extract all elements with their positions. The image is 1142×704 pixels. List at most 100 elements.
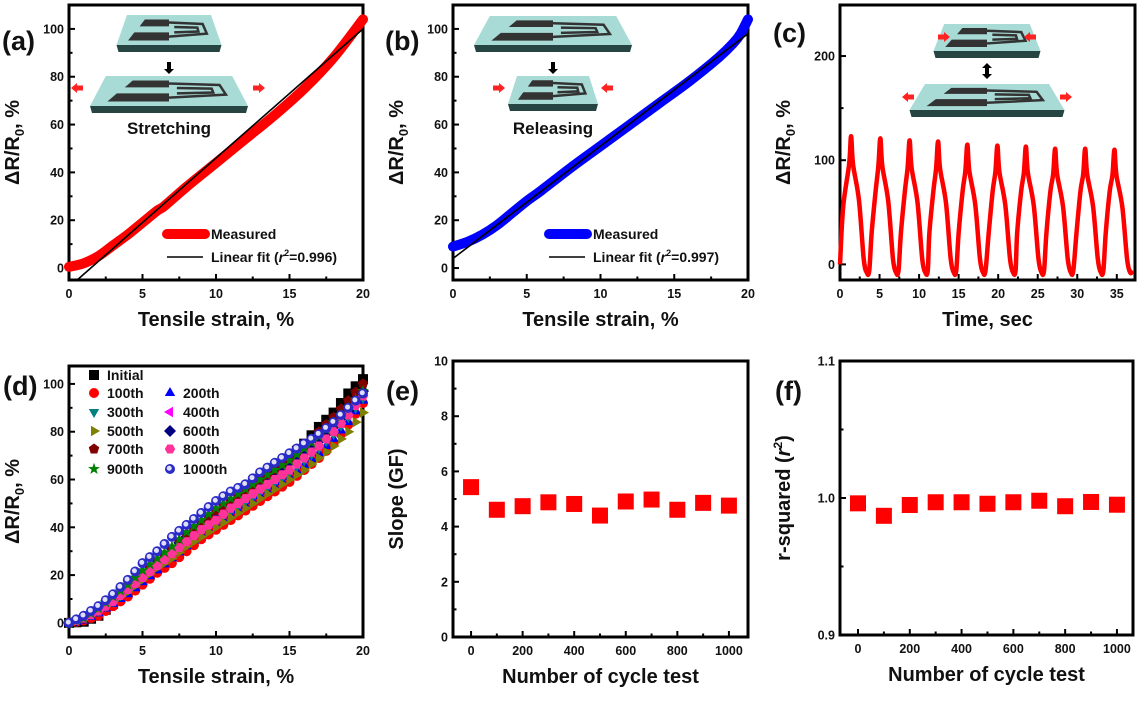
data-point [299, 438, 310, 449]
data-point [100, 595, 111, 606]
x-tick-label: 5 [523, 287, 530, 301]
y-tick-label: 8 [441, 410, 448, 424]
legend-item-700th: 700th [88, 441, 144, 457]
data-point [286, 474, 296, 485]
x-tick-label: 0 [66, 287, 73, 301]
y-tick-label: 0 [57, 616, 64, 630]
y-axis-label: ΔR/R0, % [2, 100, 27, 185]
ticks [453, 360, 730, 638]
x-tick-label: 20 [356, 287, 370, 301]
x-axis-label: Tensile strain, % [138, 666, 295, 688]
data-point [1031, 492, 1048, 509]
data-point [269, 474, 281, 485]
y-axis-label: r-squared (r2) [771, 435, 795, 561]
x-axis-label: Number of cycle test [888, 664, 1085, 686]
data-point [224, 492, 237, 504]
x-tick-label: 600 [615, 644, 636, 658]
y-label-text: r-squared ( [773, 456, 795, 561]
data-point [71, 614, 82, 625]
data-point [279, 479, 289, 490]
x-tick-label: 25 [1031, 287, 1045, 301]
sphere-highlight [271, 459, 277, 465]
sphere-highlight [168, 533, 174, 539]
panel-label: (c) [773, 18, 806, 48]
x-tick-label: 10 [209, 644, 223, 658]
data-point [350, 395, 361, 406]
x-tick-label: 400 [951, 642, 972, 656]
x-tick-label: 10 [594, 287, 608, 301]
x-tick-label: 5 [139, 287, 146, 301]
y-tick-label: 20 [50, 569, 64, 583]
y-tick-label: 0.9 [818, 629, 835, 643]
legend-item-100th: 100th [89, 385, 144, 401]
y-label-text: Slope (GF) [386, 448, 408, 549]
y-tick-label: 40 [434, 166, 448, 180]
sphere-highlight [80, 612, 86, 618]
legend: Initial 100th 200th 300th 400th 500th 600th 700… [88, 367, 227, 477]
panel-label: (e) [386, 376, 419, 406]
sphere-highlight [220, 492, 226, 498]
x-axis-label: Tensile strain, % [138, 309, 295, 331]
x-tick-label: 15 [283, 644, 297, 658]
data-point [174, 525, 185, 536]
data-point [284, 465, 295, 475]
serpentine-trace [986, 29, 1028, 45]
data-point [240, 494, 251, 504]
data-point [291, 459, 303, 469]
legend-marker [164, 425, 176, 437]
x-tick-label: 0 [855, 642, 862, 656]
data-point [247, 489, 258, 499]
sphere-highlight [161, 540, 167, 546]
x-tick-label: 35 [1110, 287, 1124, 301]
data-point [202, 507, 215, 520]
y-tick-label: 0 [441, 631, 448, 645]
data-point [269, 457, 280, 468]
y-tick-label: 80 [50, 425, 64, 439]
data-point [181, 537, 192, 547]
legend-marker [164, 444, 176, 454]
panel-label: (a) [2, 26, 35, 56]
data-point [343, 410, 354, 420]
x-axis-label: Time, sec [942, 309, 1033, 331]
fit-superscript: 2 [666, 248, 671, 258]
data-point [180, 525, 193, 538]
data-point [196, 525, 207, 535]
fit-superscript: 2 [284, 248, 289, 258]
data-point [358, 388, 368, 399]
x-tick-label: 200 [899, 642, 920, 656]
legend-fit-label: Linear fit (r2=0.997) [593, 248, 719, 265]
data-point [463, 479, 480, 496]
sphere-highlight [87, 607, 93, 613]
data-point [232, 487, 244, 499]
x-tick-label: 15 [283, 287, 297, 301]
x-tick-label: 400 [564, 644, 585, 658]
y-tick-label: 60 [50, 118, 64, 132]
data-point [284, 448, 295, 459]
data-point [360, 407, 369, 418]
y-tick-label: 20 [50, 214, 64, 228]
data-point [261, 468, 274, 480]
data-point [298, 453, 310, 463]
legend-label: 100th [107, 385, 144, 401]
electrode-bottom [926, 99, 987, 107]
data-point [262, 479, 273, 489]
data-point [488, 501, 505, 518]
y-tick-label: 40 [50, 521, 64, 535]
y-tick-label: 2 [441, 575, 448, 589]
data-point [514, 498, 531, 515]
legend: Measured Linear fit (r2=0.996) [162, 226, 337, 265]
y-tick-label: 100 [43, 377, 64, 391]
panel-label: (b) [385, 26, 419, 56]
data-point [293, 469, 303, 480]
y-label-superscript: 2 [771, 442, 785, 449]
sphere-highlight [65, 619, 71, 625]
legend-label: 900th [107, 461, 144, 477]
fit-suffix: =0.996) [289, 249, 337, 265]
measured-curve [448, 14, 753, 252]
data-point [695, 494, 712, 511]
electrode-top [139, 19, 169, 27]
x-tick-label: 30 [1070, 287, 1084, 301]
y-tick-label: 10 [434, 355, 448, 369]
data-point [1057, 498, 1074, 515]
y-axis-label: Slope (GF) [386, 448, 408, 549]
